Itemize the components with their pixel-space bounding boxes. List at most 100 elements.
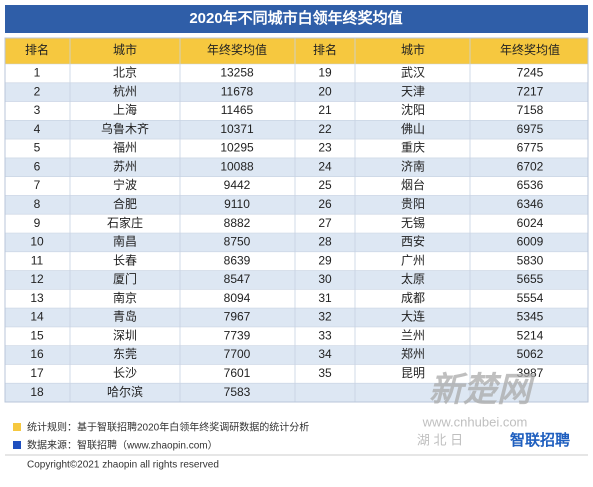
bonus: 9442: [224, 178, 251, 192]
note-marker: [13, 441, 21, 449]
bonus: 8882: [224, 216, 251, 230]
row-background: [5, 270, 588, 290]
table-border: [4, 37, 589, 403]
rank: 25: [318, 178, 332, 192]
bonus: 13258: [220, 66, 254, 80]
rank: 23: [318, 141, 332, 155]
city: 重庆: [401, 141, 425, 155]
bonus: 6702: [517, 159, 544, 173]
row-background: [5, 101, 588, 121]
bonus: 10371: [220, 122, 254, 136]
city: 佛山: [401, 122, 425, 136]
column-header: 年终奖均值: [500, 42, 560, 57]
bonus: 6975: [517, 122, 544, 136]
rank: 26: [318, 197, 332, 211]
city: 武汉: [401, 66, 425, 80]
rank: 9: [34, 216, 41, 230]
bonus: 6024: [517, 216, 544, 230]
column-header: 年终奖均值: [207, 42, 267, 57]
bonus: 7700: [224, 347, 251, 361]
row-background: [5, 195, 588, 215]
city: 南昌: [113, 234, 137, 249]
city: 济南: [401, 158, 425, 173]
city: 哈尔滨: [107, 384, 143, 399]
city: 大连: [401, 309, 425, 324]
city: 深圳: [113, 328, 137, 342]
rank: 7: [34, 178, 41, 192]
bonus: 5345: [517, 310, 544, 324]
rank: 15: [30, 328, 44, 342]
city: 长春: [113, 253, 137, 267]
watermark-brand: 智联招聘: [510, 431, 570, 449]
rank: 35: [318, 366, 332, 380]
note: 数据来源：智联招聘（www.zhaopin.com）: [27, 439, 218, 452]
city: 乌鲁木齐: [101, 121, 149, 136]
row-background: [5, 139, 588, 158]
rank: 29: [318, 253, 332, 267]
bonus: 10088: [220, 159, 254, 173]
city: 合肥: [113, 196, 137, 211]
rank: 24: [318, 159, 332, 173]
column-header: 城市: [401, 42, 425, 57]
bonus: 6536: [517, 178, 544, 192]
bonus: 10295: [220, 141, 254, 155]
rank: 2: [34, 84, 41, 98]
city: 无锡: [401, 215, 425, 230]
row-background: [5, 383, 588, 402]
bonus: 7217: [517, 84, 544, 98]
rank: 10: [30, 235, 44, 249]
bonus: 5214: [517, 328, 544, 342]
watermark-url: www.cnhubei.com: [422, 414, 528, 429]
rank: 20: [318, 84, 332, 98]
rank: 22: [318, 122, 332, 136]
rank: 6: [34, 159, 41, 173]
city: 沈阳: [401, 102, 425, 117]
title-bar: [5, 5, 588, 33]
rank: 30: [318, 272, 332, 286]
rank: 13: [30, 291, 44, 305]
city: 宁波: [113, 177, 137, 192]
bonus: 8094: [224, 291, 251, 305]
city: 西安: [401, 234, 425, 249]
copyright: Copyright©2021 zhaopin all rights reserv…: [27, 460, 219, 471]
bonus: 6775: [517, 141, 544, 155]
row-background: [5, 251, 588, 271]
bonus: 5655: [517, 272, 544, 286]
rank: 31: [318, 291, 332, 305]
city: 杭州: [113, 83, 137, 98]
bonus: 7967: [224, 310, 251, 324]
city: 天津: [401, 84, 425, 98]
rank: 28: [318, 235, 332, 249]
note: 统计规则：基于智联招聘2020年白领年终奖调研数据的统计分析: [27, 421, 309, 434]
note-marker: [13, 423, 21, 431]
rank: 18: [30, 385, 44, 399]
rank: 19: [318, 66, 332, 80]
row-background: [5, 326, 588, 346]
column-header: 排名: [25, 42, 49, 57]
bonus: 11678: [221, 84, 254, 98]
bonus: 6009: [517, 235, 544, 249]
city: 福州: [113, 140, 137, 155]
bonus: 11465: [221, 103, 254, 117]
city: 兰州: [401, 328, 425, 342]
city: 成都: [401, 291, 425, 305]
bonus: 8639: [224, 253, 251, 267]
city: 贵阳: [401, 197, 425, 211]
column-header: 排名: [313, 42, 337, 57]
bonus: 5062: [517, 347, 544, 361]
bonus: 7739: [224, 328, 251, 342]
city: 昆明: [401, 366, 425, 380]
bonus: 8547: [224, 272, 251, 286]
bonus: 8750: [224, 235, 251, 249]
watermark-logo: 新楚网: [429, 371, 536, 409]
city: 东莞: [113, 347, 137, 361]
bonus: 7158: [517, 103, 544, 117]
row-background: [5, 364, 588, 384]
rank: 8: [34, 197, 41, 211]
row-background: [5, 289, 588, 309]
rank: 27: [318, 216, 332, 230]
city: 上海: [113, 102, 137, 117]
city: 苏州: [113, 159, 137, 173]
